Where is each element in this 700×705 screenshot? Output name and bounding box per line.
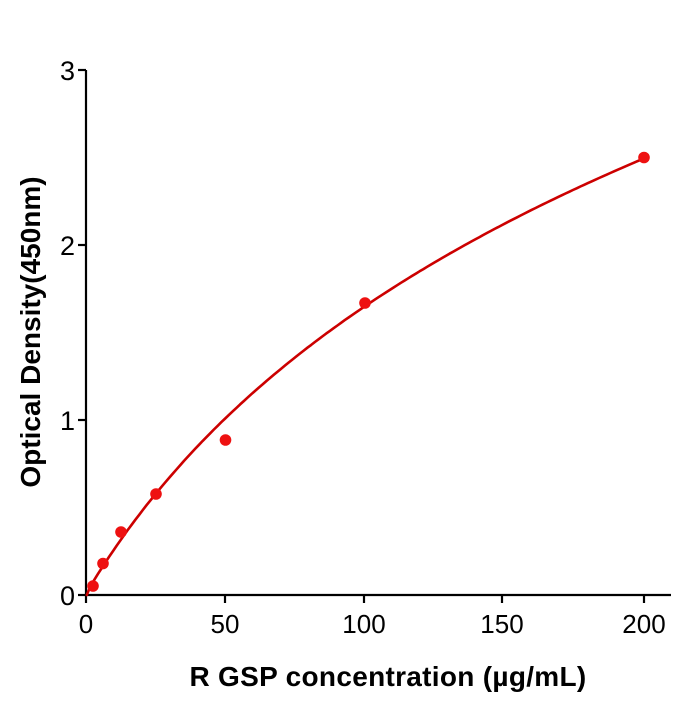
svg-text:200: 200 [622, 609, 665, 639]
svg-text:0: 0 [60, 581, 75, 611]
svg-text:150: 150 [480, 609, 523, 639]
svg-text:R GSP concentration (µg/mL): R GSP concentration (µg/mL) [189, 661, 586, 692]
svg-text:50: 50 [211, 609, 240, 639]
svg-text:Optical Density(450nm): Optical Density(450nm) [15, 176, 46, 487]
svg-text:0: 0 [79, 609, 93, 639]
svg-text:3: 3 [60, 56, 75, 86]
svg-text:2: 2 [60, 231, 75, 261]
svg-text:100: 100 [342, 609, 385, 639]
svg-text:1: 1 [60, 406, 75, 436]
